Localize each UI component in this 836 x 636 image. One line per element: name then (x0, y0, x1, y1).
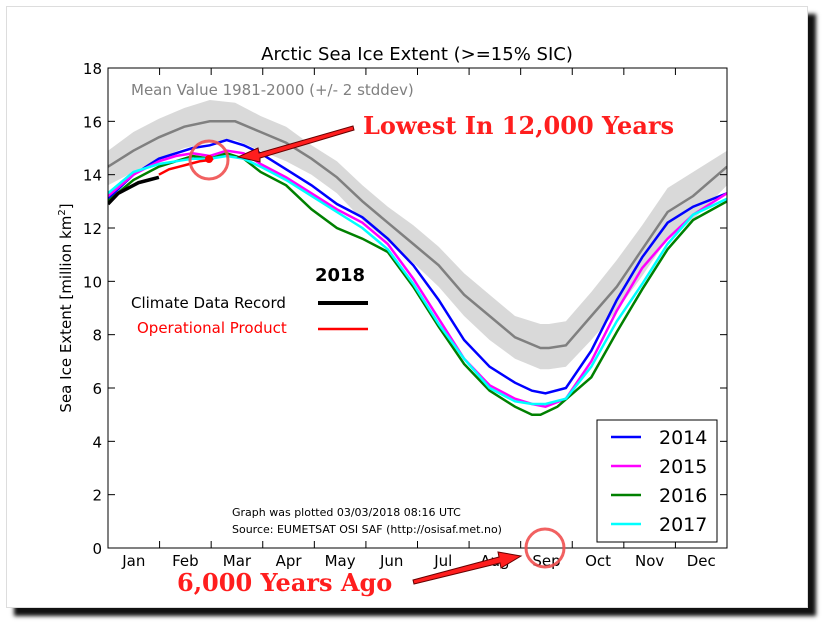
legend-label-2017: 2017 (659, 514, 707, 536)
legend-label-2014: 2014 (659, 427, 707, 449)
x-tick-label-mar: Mar (223, 552, 252, 570)
line-2018-cdr (108, 175, 160, 206)
legend-label-2016: 2016 (659, 485, 707, 507)
mean-label: Mean Value 1981-2000 (+/- 2 stddev) (131, 81, 414, 99)
x-tick-label-feb: Feb (172, 552, 199, 570)
x-tick-label-may: May (325, 552, 356, 570)
sea-ice-chart: Arctic Sea Ice Extent (>=15% SIC) 0 2 4 6 8 1… (57, 44, 728, 597)
arrow-bottom (412, 551, 523, 585)
y-tick-label: 6 (92, 380, 102, 398)
legend-label-2015: 2015 (659, 456, 707, 478)
annotation-bottom: 6,000 Years Ago (177, 568, 392, 597)
chart-card: Arctic Sea Ice Extent (>=15% SIC) 0 2 4 6 8 1… (6, 6, 808, 608)
arrow-top (236, 125, 355, 163)
legend-op-label: Operational Product (137, 319, 287, 337)
mean-line (108, 120, 727, 350)
x-tick-label-jun: Jun (379, 552, 403, 570)
y-tick-label: 12 (83, 220, 102, 238)
y-tick-label: 16 (83, 113, 102, 131)
x-tick-label-oct: Oct (585, 552, 611, 570)
y-axis-label: Sea Ice Extent [million km2] (57, 203, 75, 412)
y-tick-label: 8 (92, 327, 102, 345)
annotation-top: Lowest In 12,000 Years (363, 111, 674, 140)
x-tick-label-apr: Apr (276, 552, 303, 570)
x-tick-label-jan: Jan (121, 552, 145, 570)
highlight-circle-sep (524, 527, 566, 569)
y-tick-label: 14 (83, 167, 102, 185)
chart-title: Arctic Sea Ice Extent (>=15% SIC) (261, 44, 573, 65)
series-line-2017 (108, 154, 727, 406)
y-tick-label: 4 (92, 433, 102, 451)
y-tick-label: 2 (92, 487, 102, 505)
footnote-plotted: Graph was plotted 03/03/2018 08:16 UTC (232, 506, 461, 519)
footnote-source: Source: EUMETSAT OSI SAF (http://osisaf.… (232, 523, 502, 536)
series-line-2016 (108, 151, 727, 416)
y-tick-label: 18 (83, 60, 102, 78)
y-tick-label: 10 (83, 273, 102, 291)
x-tick-label-jul: Jul (433, 552, 452, 570)
legend-box (596, 419, 718, 543)
y-tick-label: 0 (92, 540, 102, 558)
x-tick-label-dec: Dec (687, 552, 716, 570)
legend: 2014 2015 2016 2017 (596, 419, 718, 543)
highlight-dot-feb (205, 155, 213, 163)
stddev-band (108, 100, 727, 370)
x-tick-label-nov: Nov (635, 552, 664, 570)
line-2018-operational (158, 157, 214, 176)
series-line-2014 (108, 138, 727, 395)
legend-cdr-label: Climate Data Record (131, 294, 286, 312)
legend-2018-title: 2018 (315, 265, 365, 286)
series-line-2015 (108, 149, 727, 408)
highlight-circle-feb (188, 139, 230, 181)
